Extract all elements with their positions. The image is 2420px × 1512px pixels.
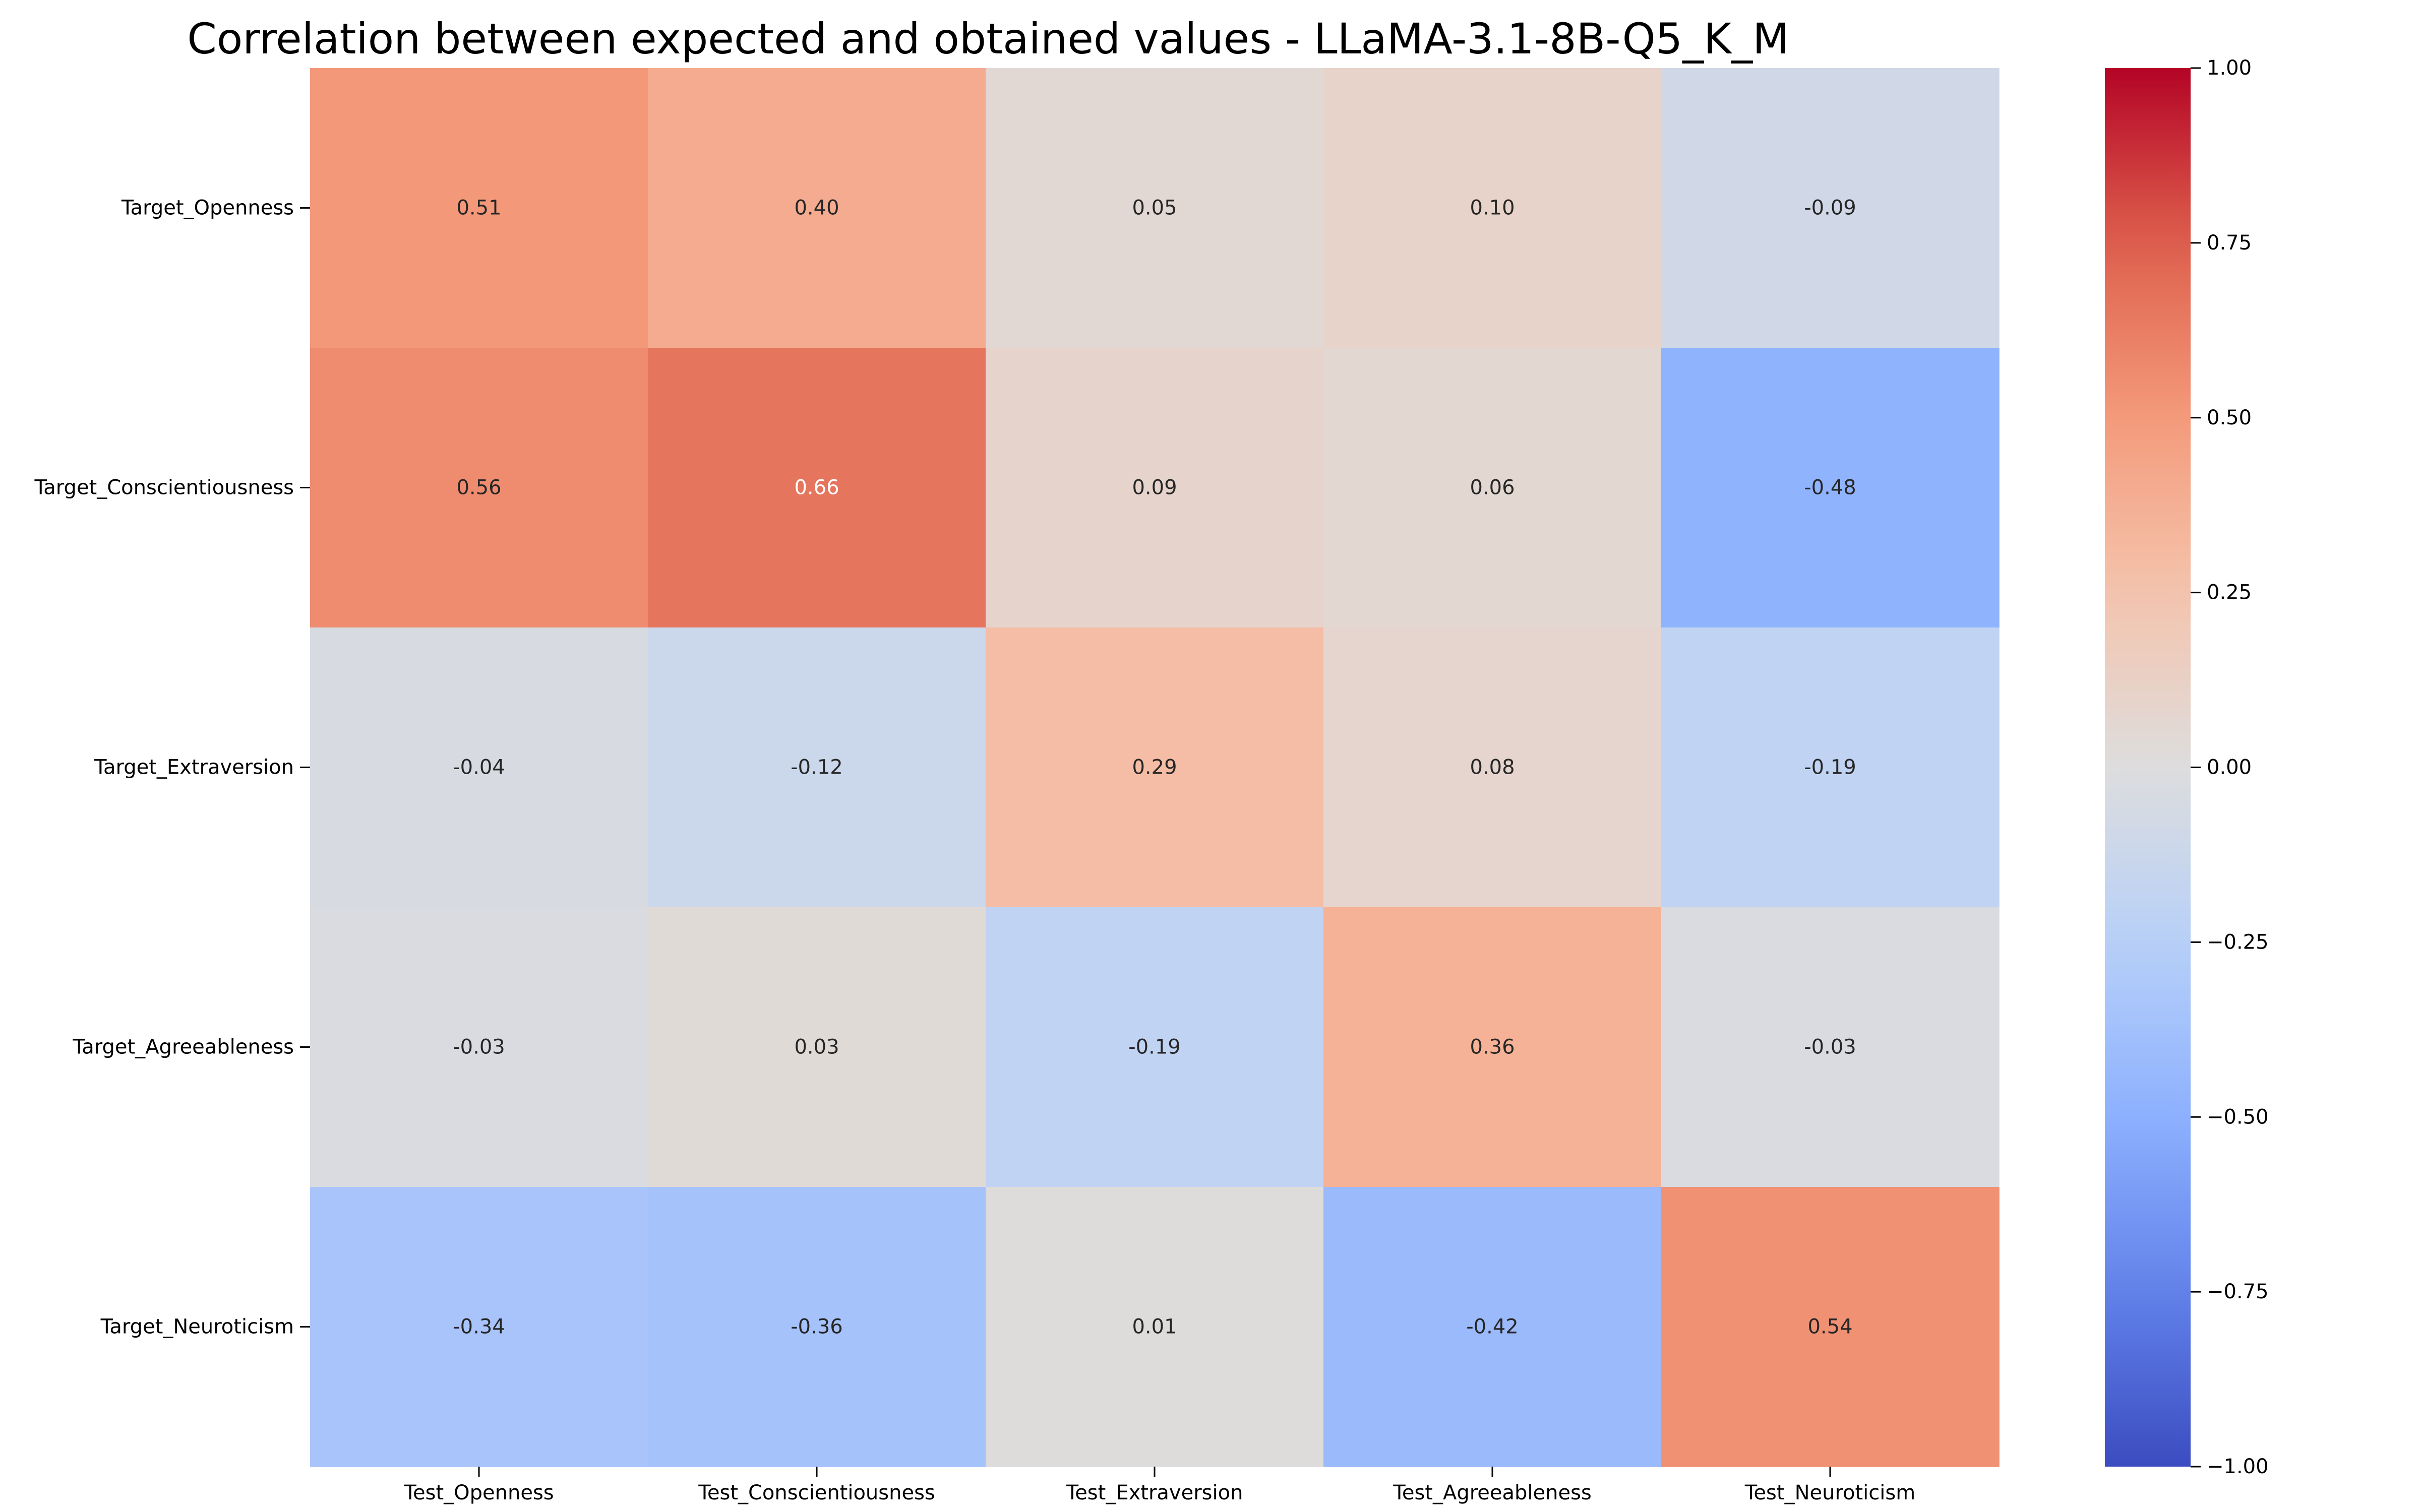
chart-title: Correlation between expected and obtaine… [187,14,1789,64]
cell-value-label: 0.36 [1470,1036,1515,1059]
x-tick-label: Test_Extraversion [1066,1481,1243,1504]
cell-value-label: 0.06 [1470,476,1515,499]
y-axis-ticks: Target_Openness Target_Conscientiousness T… [34,197,310,1339]
x-tick-label: Test_Neuroticism [1744,1481,1915,1504]
heatmap-cell-target-extraversion-test-extraversion [986,627,1324,908]
heatmap-cell-target-openness-test-openness [310,68,648,348]
cell-value-label: 0.51 [456,197,501,220]
heatmap-cell-target-openness-test-extraversion [986,68,1324,348]
colorbar: 1.00 0.75 0.50 0.25 0.00 −0.25 −0.50 −0.75 −1.00 [2105,56,2269,1478]
cell-value-label: -0.03 [453,1036,505,1059]
heatmap-cell-target-neuroticism-test-neuroticism [1661,1187,2000,1467]
cell-value-label: -0.48 [1804,476,1856,499]
y-tick-label: Target_Extraversion [94,756,294,779]
y-tick-label: Target_Openness [121,197,294,220]
cell-value-label: 0.05 [1132,197,1177,220]
x-tick-label: Test_Conscientiousness [698,1481,935,1504]
cell-value-label: 0.56 [456,476,501,499]
cell-value-label: 0.03 [794,1036,839,1059]
colorbar-tick-label: 1.00 [2207,56,2252,80]
heatmap-cell-target-agreeableness-test-agreeableness [1323,907,1662,1187]
heatmap-cell-target-conscientiousness-test-agreeableness [1323,348,1662,628]
heatmap-cell-target-extraversion-test-openness [310,627,648,908]
heatmap-cell-target-openness-test-agreeableness [1323,68,1662,348]
x-tick-label: Test_Openness [403,1481,554,1504]
cell-value-label: 0.01 [1132,1315,1177,1339]
colorbar-gradient [2105,68,2191,1467]
y-tick-label: Target_Agreeableness [72,1036,294,1059]
colorbar-tick-label: −1.00 [2207,1455,2269,1478]
colorbar-tick-label: 0.00 [2207,756,2252,779]
heatmap-cell-target-openness-test-neuroticism [1661,68,2000,348]
x-tick-label: Test_Agreeableness [1393,1481,1592,1504]
cell-value-label: 0.29 [1132,756,1177,779]
cell-value-label: -0.03 [1804,1036,1856,1059]
heatmap-cell-target-neuroticism-test-openness [310,1187,648,1467]
colorbar-tick-label: 0.75 [2207,231,2252,255]
cell-value-label: -0.19 [1128,1036,1181,1059]
colorbar-tick-label: 0.25 [2207,581,2252,604]
cell-value-label: 0.10 [1470,197,1515,220]
colorbar-tick-label: −0.50 [2207,1105,2269,1128]
heatmap-cell-target-neuroticism-test-agreeableness [1323,1187,1662,1467]
heatmap-cell-target-conscientiousness-test-openness [310,348,648,628]
cell-value-label: -0.12 [791,756,843,779]
heatmap-cell-target-extraversion-test-agreeableness [1323,627,1662,908]
heatmap-cells [310,68,2000,1467]
cell-value-label: -0.09 [1804,197,1856,220]
cell-value-label: -0.34 [453,1315,505,1339]
heatmap-cell-target-agreeableness-test-neuroticism [1661,907,2000,1187]
cell-value-label: 0.66 [794,476,839,499]
cell-value-label: -0.42 [1466,1315,1519,1339]
heatmap-cell-target-conscientiousness-test-extraversion [986,348,1324,628]
cell-value-label: 0.40 [794,197,839,220]
heatmap-cell-target-agreeableness-test-openness [310,907,648,1187]
heatmap-cell-target-conscientiousness-test-neuroticism [1661,348,2000,628]
cell-value-label: -0.36 [791,1315,843,1339]
cell-value-label: 0.08 [1470,756,1515,779]
colorbar-tick-label: 0.50 [2207,406,2252,429]
y-tick-label: Target_Neuroticism [100,1315,294,1339]
heatmap-cell-target-extraversion-test-neuroticism [1661,627,2000,908]
heatmap-cell-target-agreeableness-test-extraversion [986,907,1324,1187]
cell-value-label: 0.09 [1132,476,1177,499]
cell-value-labels: 0.51 0.40 0.05 0.10 -0.09 0.56 0.66 0.09 0.06 -0.… [453,197,1856,1339]
colorbar-tick-label: −0.75 [2207,1280,2269,1303]
heatmap-cell-target-agreeableness-test-conscientiousness [648,907,986,1187]
heatmap-cell-target-extraversion-test-conscientiousness [648,627,986,908]
heatmap-cell-target-neuroticism-test-extraversion [986,1187,1324,1467]
cell-value-label: 0.54 [1807,1315,1852,1339]
colorbar-tick-label: −0.25 [2207,930,2269,954]
cell-value-label: -0.19 [1804,756,1856,779]
heatmap-cell-target-neuroticism-test-conscientiousness [648,1187,986,1467]
y-tick-label: Target_Conscientiousness [34,476,294,499]
heatmap-cell-target-conscientiousness-test-conscientiousness [648,348,986,628]
heatmap-cell-target-openness-test-conscientiousness [648,68,986,348]
x-axis-ticks: Test_Openness Test_Conscientiousness Test_… [403,1467,1915,1504]
cell-value-label: -0.04 [453,756,505,779]
